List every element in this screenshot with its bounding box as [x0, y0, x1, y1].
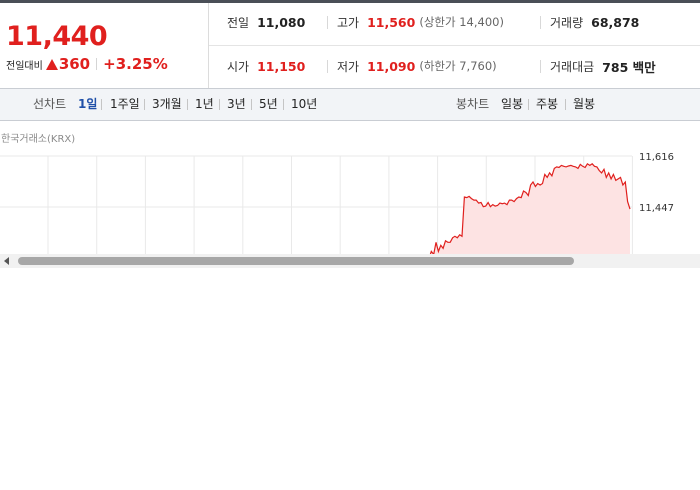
- tab-weekly-candle[interactable]: 주봉: [536, 97, 559, 111]
- tab-1year[interactable]: 1년: [195, 97, 214, 111]
- lower-limit: (하한가 7,760): [419, 59, 497, 73]
- scroll-left-arrow-icon[interactable]: [4, 257, 9, 265]
- divider: [283, 99, 284, 110]
- divider: [565, 99, 566, 110]
- divider: [96, 58, 98, 70]
- divider: [144, 99, 145, 110]
- price-area-fill: [410, 163, 630, 254]
- open-label: 시가: [227, 59, 250, 74]
- divider: [327, 60, 328, 73]
- line-chart-label: 선차트: [33, 97, 67, 111]
- price-change-row: 전일대비 360 +3.25%: [6, 55, 168, 73]
- open-price: 시가 11,150: [227, 56, 305, 76]
- volume-label: 거래량: [550, 15, 584, 30]
- prev-close-label: 전일: [227, 15, 250, 30]
- top-border: [0, 0, 700, 3]
- info-row-divider: [209, 45, 700, 46]
- divider: [251, 99, 252, 110]
- open-value: 11,150: [257, 58, 306, 74]
- low-label: 저가: [337, 59, 360, 74]
- divider: [219, 99, 220, 110]
- current-price: 11,440: [6, 21, 108, 52]
- y-tick-label: 11,447: [639, 203, 674, 214]
- low-price: 저가 11,090 (하한가 7,760): [337, 56, 497, 76]
- divider: [187, 99, 188, 110]
- tab-1week[interactable]: 1주일: [110, 97, 140, 111]
- change-value: 360: [58, 55, 91, 73]
- upper-limit: (상한가 14,400): [419, 15, 504, 29]
- high-price: 고가 11,560 (상한가 14,400): [337, 12, 504, 32]
- divider: [528, 99, 529, 110]
- y-tick-label: 11,616: [639, 152, 674, 163]
- tab-monthly-candle[interactable]: 월봉: [573, 97, 596, 111]
- tab-5years[interactable]: 5년: [259, 97, 278, 111]
- tab-3years[interactable]: 3년: [227, 97, 246, 111]
- price-summary: 11,440 전일대비 360 +3.25%: [0, 3, 209, 88]
- price-line: [429, 162, 631, 254]
- high-value: 11,560: [367, 14, 416, 30]
- trade-amount: 거래대금 785 백만: [550, 56, 656, 76]
- data-source-label: 한국거래소(KRX): [1, 134, 76, 145]
- change-percent: +3.25%: [103, 55, 168, 73]
- candle-chart-label: 봉차트: [456, 97, 490, 111]
- volume: 거래량 68,878: [550, 12, 639, 32]
- chart-period-tabs: 선차트 1일 1주일 3개월 1년 3년 5년 10년 봉차트 일봉 주봉 월봉: [0, 88, 700, 121]
- divider: [101, 99, 102, 110]
- amount-label: 거래대금: [550, 59, 595, 74]
- tab-10years[interactable]: 10년: [291, 97, 318, 111]
- high-label: 고가: [337, 15, 360, 30]
- divider: [540, 60, 541, 73]
- change-label: 전일대비: [6, 60, 43, 72]
- low-value: 11,090: [367, 58, 416, 74]
- scroll-thumb[interactable]: [18, 257, 574, 265]
- up-triangle-icon: [45, 58, 58, 70]
- volume-value: 68,878: [591, 14, 640, 30]
- divider: [540, 16, 541, 29]
- prev-close: 전일 11,080: [227, 12, 305, 32]
- amount-value: 785 백만: [602, 59, 656, 75]
- divider: [327, 16, 328, 29]
- prev-close-value: 11,080: [257, 14, 306, 30]
- tab-3months[interactable]: 3개월: [152, 97, 182, 111]
- tab-daily-candle[interactable]: 일봉: [501, 97, 524, 111]
- horizontal-scrollbar[interactable]: [0, 254, 700, 268]
- tab-1day[interactable]: 1일: [78, 97, 98, 111]
